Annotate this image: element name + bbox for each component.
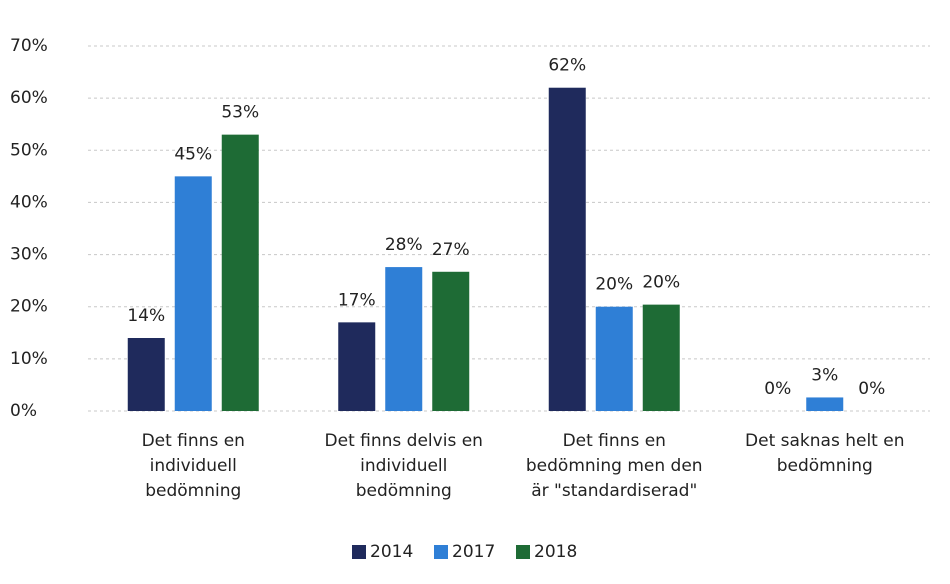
legend-swatch	[434, 545, 448, 559]
y-tick-label: 60%	[10, 88, 48, 108]
legend-swatch	[516, 545, 530, 559]
bar	[221, 134, 259, 411]
y-tick-label: 40%	[10, 192, 48, 212]
legend-swatch	[352, 545, 366, 559]
bar	[432, 271, 470, 411]
value-label: 17%	[338, 290, 376, 310]
bar	[127, 338, 165, 411]
x-tick-label: bedömning	[145, 481, 241, 501]
x-tick-label: Det finns delvis en	[325, 431, 483, 451]
legend-label: 2017	[452, 542, 495, 562]
value-label: 62%	[548, 56, 586, 76]
legend-label: 2014	[370, 542, 413, 562]
x-tick-label: bedömning	[356, 481, 452, 501]
value-label: 3%	[811, 365, 838, 385]
y-tick-label: 20%	[10, 297, 48, 317]
bar	[338, 322, 376, 411]
bar	[806, 397, 844, 411]
x-tick-label: Det finns en	[142, 431, 245, 451]
x-tick-label: bedömning men den	[526, 456, 703, 476]
value-label: 14%	[127, 306, 165, 326]
y-tick-label: 70%	[10, 36, 48, 56]
bar	[595, 306, 633, 411]
y-tick-label: 50%	[10, 140, 48, 160]
value-label: 0%	[858, 379, 885, 399]
x-tick-label: Det saknas helt en	[745, 431, 904, 451]
value-label: 20%	[642, 273, 680, 293]
y-tick-label: 10%	[10, 349, 48, 369]
value-label: 28%	[385, 235, 423, 255]
y-tick-label: 30%	[10, 245, 48, 265]
x-tick-label: individuell	[150, 456, 237, 476]
value-label: 45%	[174, 144, 212, 164]
x-tick-label: bedömning	[777, 456, 873, 476]
value-label: 20%	[595, 275, 633, 295]
bar	[642, 304, 680, 411]
x-tick-label: Det finns en	[563, 431, 666, 451]
bar	[174, 176, 212, 411]
x-tick-label: individuell	[360, 456, 447, 476]
x-tick-label: är "standardiserad"	[531, 481, 697, 501]
bar	[548, 87, 586, 411]
bar	[385, 267, 423, 411]
value-label: 0%	[764, 379, 791, 399]
value-label: 53%	[221, 103, 259, 123]
legend-label: 2018	[534, 542, 577, 562]
y-tick-label: 0%	[10, 401, 37, 421]
value-label: 27%	[432, 240, 470, 260]
